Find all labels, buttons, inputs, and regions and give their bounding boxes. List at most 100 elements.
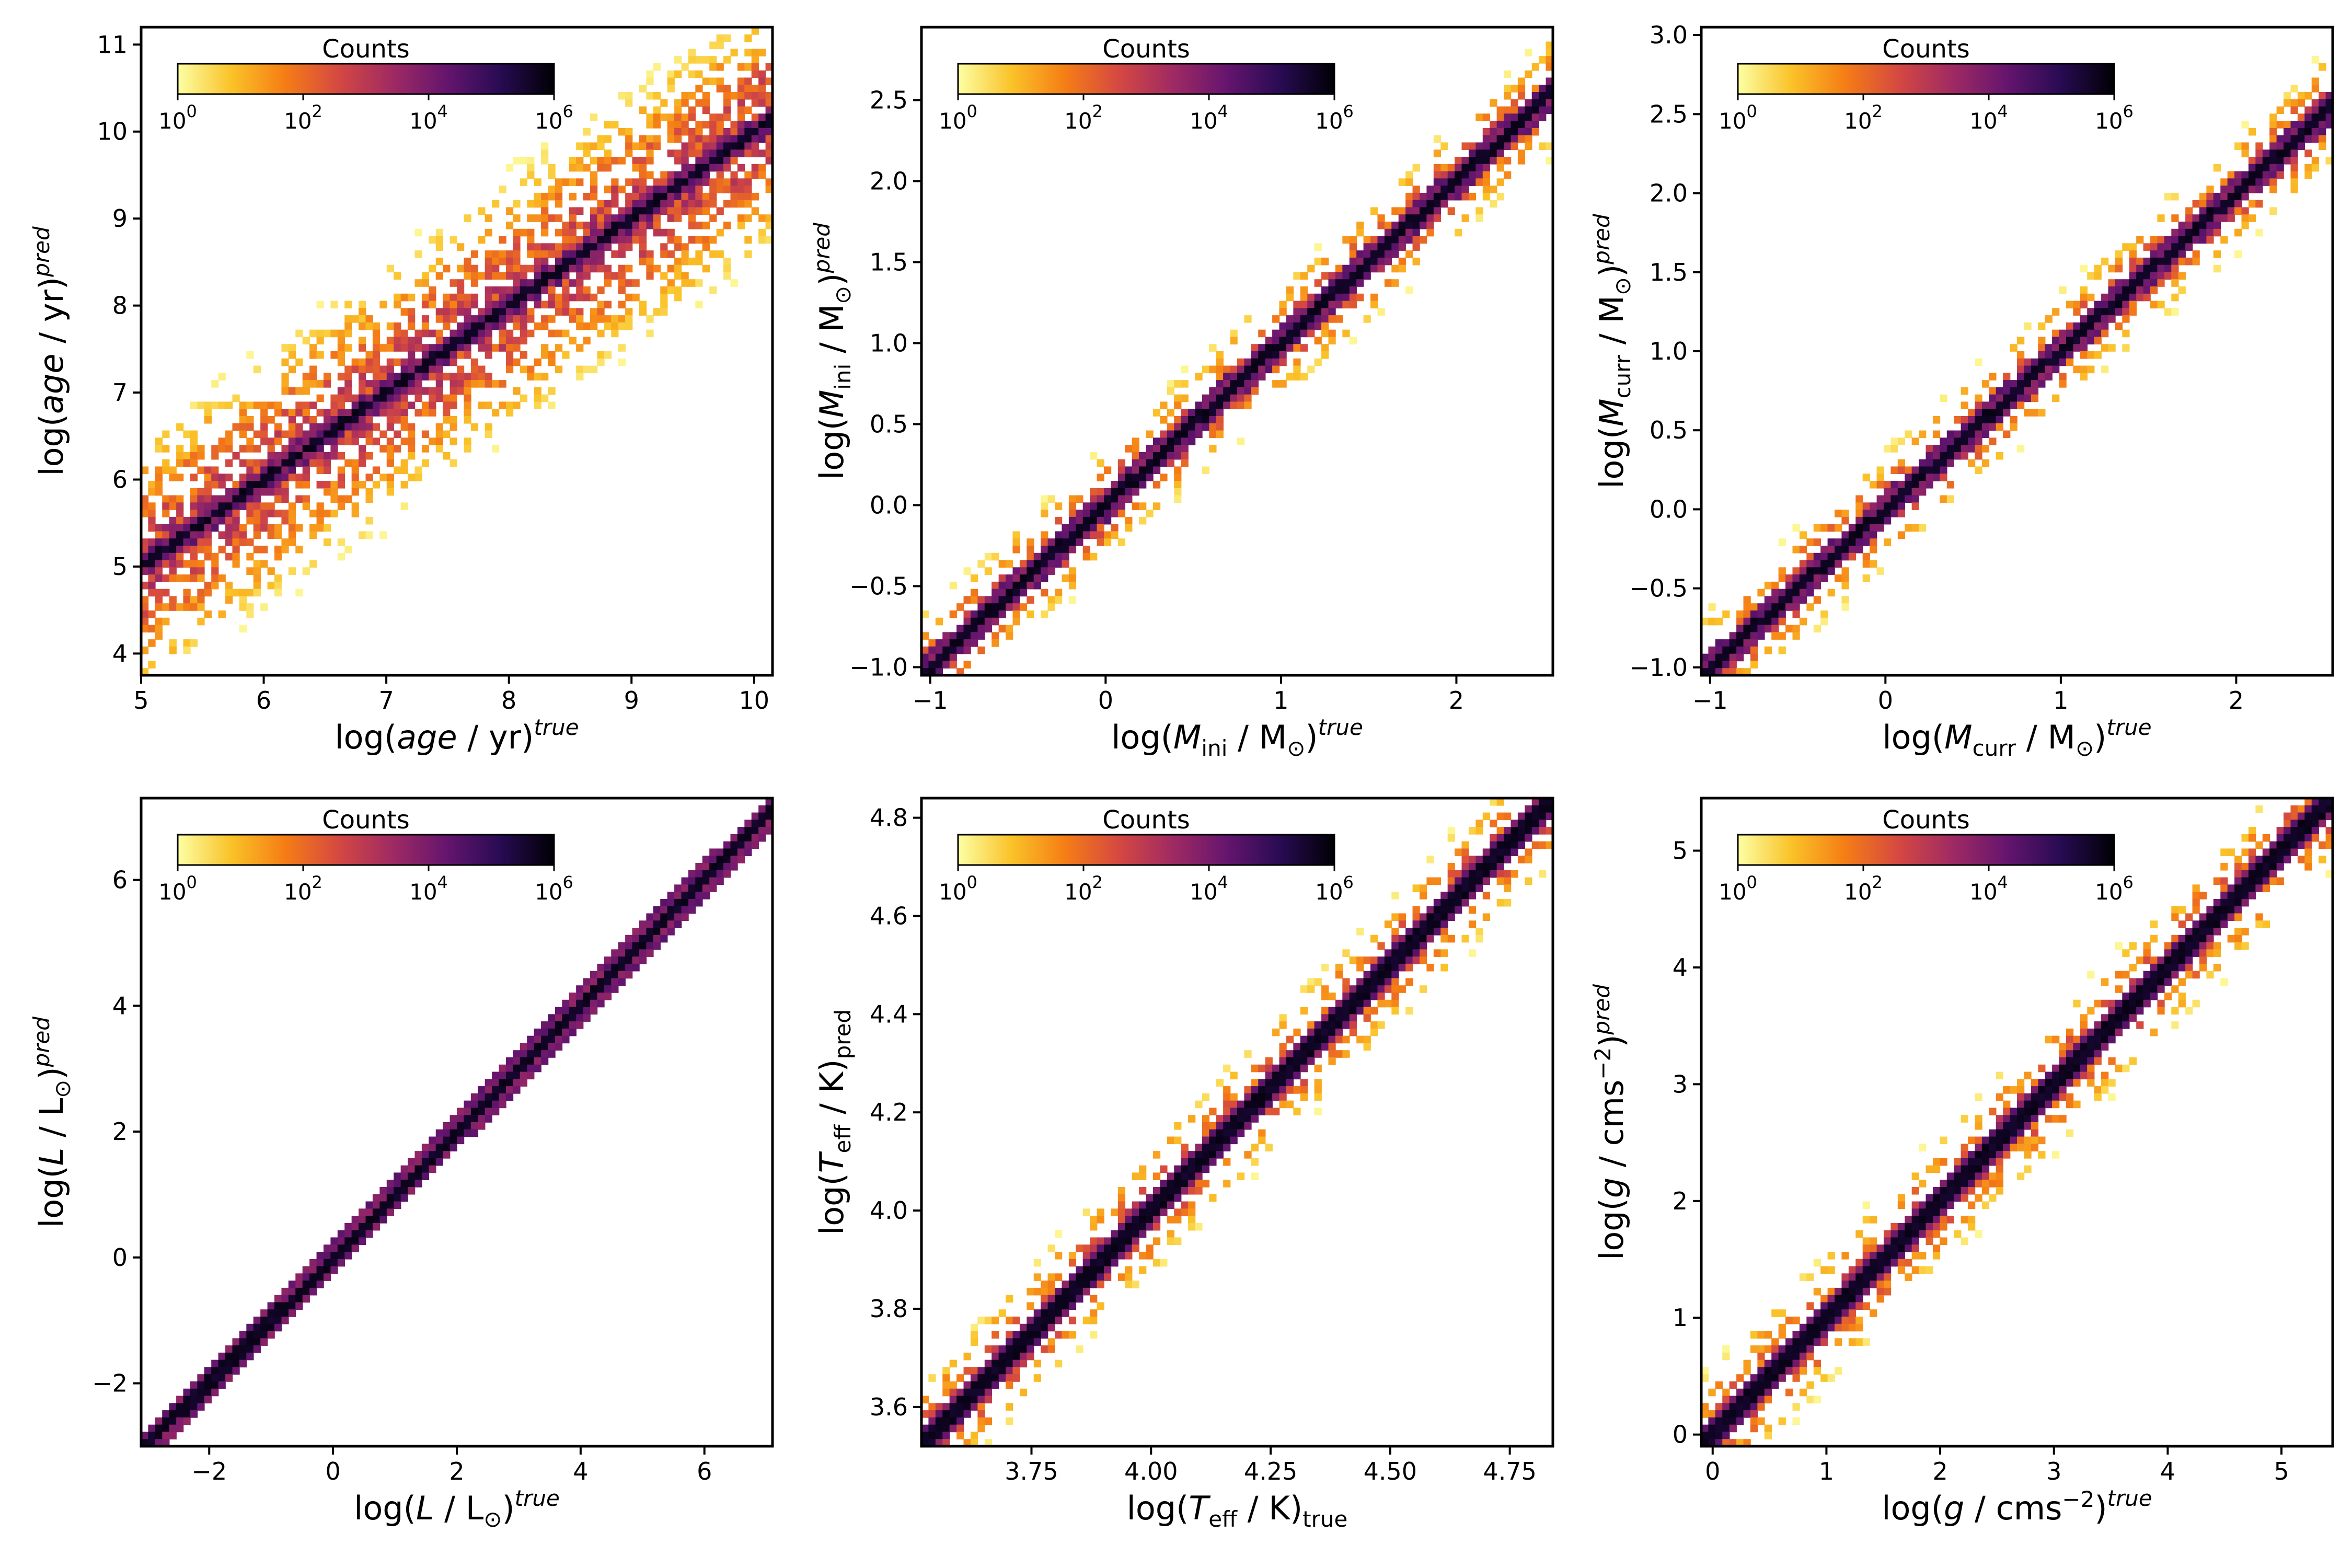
heatmap-cell xyxy=(604,985,612,993)
heatmap-cell xyxy=(1082,1244,1090,1252)
heatmap-cell xyxy=(970,589,978,597)
heatmap-cell xyxy=(400,329,408,338)
heatmap-cell xyxy=(1258,365,1266,374)
heatmap-cell xyxy=(155,437,163,445)
heatmap-cell xyxy=(569,228,577,237)
heatmap-cell xyxy=(470,301,479,309)
heatmap-cell xyxy=(1461,863,1469,871)
heatmap-cell xyxy=(478,315,486,323)
heatmap-cell xyxy=(2178,250,2186,258)
heatmap-cell xyxy=(991,1381,999,1389)
heatmap-cell xyxy=(1961,1187,1968,1195)
heatmap-cell xyxy=(639,200,647,208)
heatmap-cell xyxy=(379,409,387,417)
heatmap-cell xyxy=(1125,1216,1133,1224)
heatmap-cell xyxy=(1968,445,1976,453)
heatmap-cell xyxy=(1911,474,1919,481)
heatmap-cell xyxy=(1174,1187,1182,1195)
heatmap-cell xyxy=(569,214,577,222)
heatmap-cell xyxy=(239,495,247,503)
heatmap-cell xyxy=(197,567,205,575)
heatmap-cell xyxy=(421,329,430,338)
heatmap-cell xyxy=(1097,516,1104,525)
heatmap-cell xyxy=(1708,1417,1716,1425)
heatmap-cell xyxy=(1111,1208,1119,1216)
heatmap-cell xyxy=(1820,567,1828,575)
heatmap-cell xyxy=(295,358,303,366)
heatmap-cell xyxy=(751,135,759,143)
heatmap-cell xyxy=(464,1115,471,1123)
y-tick-label: 1.0 xyxy=(1650,337,1688,365)
heatmap-cell xyxy=(2073,344,2081,352)
heatmap-cell xyxy=(660,935,668,943)
colorbar xyxy=(1737,63,2115,95)
heatmap-cell xyxy=(1989,373,1997,381)
heatmap-cell xyxy=(2052,365,2060,374)
heatmap-cell xyxy=(443,394,451,402)
heatmap-cell xyxy=(1848,1281,1857,1288)
heatmap-cell xyxy=(421,365,430,374)
heatmap-cell xyxy=(674,257,682,266)
heatmap-cell xyxy=(365,416,373,424)
heatmap-cell xyxy=(1068,1281,1077,1288)
heatmap-cell xyxy=(162,603,170,611)
heatmap-cell xyxy=(1103,1244,1112,1252)
heatmap-cell xyxy=(921,1439,929,1446)
heatmap-cell xyxy=(429,401,436,410)
heatmap-cell xyxy=(218,437,226,445)
heatmap-cell xyxy=(1356,978,1364,986)
heatmap-cell xyxy=(499,1093,506,1101)
heatmap-cell xyxy=(1968,409,1976,417)
heatmap-cell xyxy=(928,661,936,669)
heatmap-cell xyxy=(162,538,170,546)
heatmap-cell xyxy=(1097,1208,1104,1216)
heatmap-cell xyxy=(204,531,212,539)
heatmap-cell xyxy=(1152,452,1161,460)
heatmap-cell xyxy=(1743,1388,1751,1397)
heatmap-cell xyxy=(695,164,703,172)
heatmap-cell xyxy=(1968,1180,1976,1187)
x-tick-label: 8 xyxy=(501,686,516,714)
heatmap-cell xyxy=(1954,1230,1962,1238)
heatmap-cell xyxy=(653,207,661,215)
heatmap-cell xyxy=(1820,574,1828,582)
heatmap-cell xyxy=(197,574,205,582)
heatmap-cell xyxy=(1722,1439,1730,1446)
heatmap-cell xyxy=(1455,192,1462,201)
heatmap-cell xyxy=(555,192,563,201)
heatmap-cell xyxy=(1785,1345,1793,1353)
heatmap-cell xyxy=(1328,272,1336,280)
heatmap-cell xyxy=(1855,1302,1863,1310)
y-tick-label: 1.5 xyxy=(1650,258,1688,286)
heatmap-cell xyxy=(1539,99,1547,107)
heatmap-cell xyxy=(148,589,156,597)
heatmap-cell xyxy=(1342,293,1350,302)
heatmap-cell xyxy=(688,178,696,186)
heatmap-cell xyxy=(1047,1338,1055,1346)
heatmap-cell xyxy=(2157,264,2165,273)
heatmap-cell xyxy=(190,474,198,481)
heatmap-cell xyxy=(2122,329,2130,338)
heatmap-cell xyxy=(1019,1331,1028,1339)
heatmap-cell xyxy=(183,459,191,467)
heatmap-cell xyxy=(1482,892,1490,900)
heatmap-cell xyxy=(323,373,331,381)
heatmap-cell xyxy=(970,632,978,640)
heatmap-cell xyxy=(1841,1281,1849,1288)
heatmap-cell xyxy=(1708,653,1716,662)
heatmap-cell xyxy=(141,617,149,626)
heatmap-cell xyxy=(1490,848,1497,857)
heatmap-cell xyxy=(1919,481,1927,489)
heatmap-cell xyxy=(464,293,471,302)
heatmap-cell xyxy=(204,502,212,510)
heatmap-cell xyxy=(295,1302,303,1310)
heatmap-cell xyxy=(1919,1208,1927,1216)
heatmap-cell xyxy=(730,178,738,186)
heatmap-cell xyxy=(372,1194,381,1202)
heatmap-cell xyxy=(1517,834,1526,842)
heatmap-cell xyxy=(541,264,549,273)
heatmap-cell xyxy=(267,474,275,481)
heatmap-cell xyxy=(534,200,541,208)
heatmap-cell xyxy=(1546,56,1553,64)
heatmap-cell xyxy=(1097,1302,1104,1310)
